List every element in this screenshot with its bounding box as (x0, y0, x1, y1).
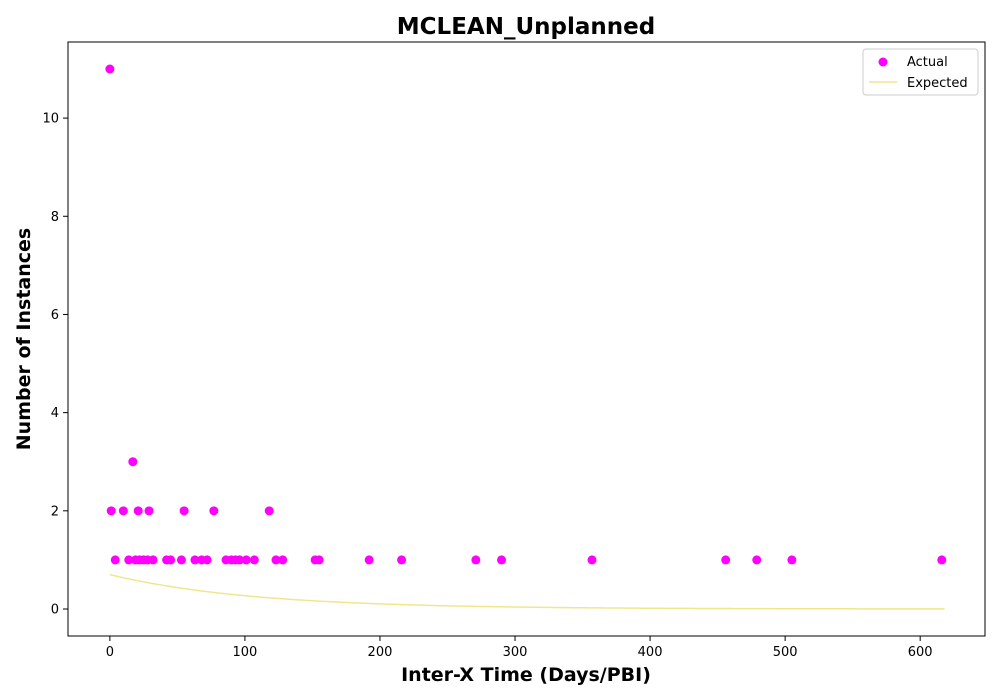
actual-point-5 (128, 457, 138, 467)
actual-point-36 (587, 555, 597, 565)
x-axis: 0 100 200 300 400 500 600 (106, 636, 933, 660)
actual-point-38 (752, 555, 762, 565)
x-axis-label: Inter-X Time (Days/PBI) (401, 664, 651, 686)
expected-line (109, 573, 945, 610)
y-tick-label-8: 8 (51, 210, 59, 225)
legend-actual-marker (878, 57, 888, 67)
x-tick-label-200: 200 (368, 645, 393, 660)
x-tick-label-0: 0 (106, 645, 114, 660)
actual-point-29 (278, 555, 288, 565)
actual-point-32 (364, 555, 374, 565)
actual-point-25 (241, 555, 251, 565)
actual-point-16 (179, 506, 189, 516)
actual-point-37 (721, 555, 731, 565)
actual-point-35 (497, 555, 507, 565)
actual-point-28 (271, 555, 281, 565)
actual-point-19 (202, 555, 212, 565)
actual-point-33 (397, 555, 407, 565)
y-tick-label-6: 6 (51, 308, 59, 323)
actual-point-11 (144, 506, 154, 516)
legend-expected-label: Expected (907, 76, 968, 91)
legend-actual-label: Actual (907, 55, 948, 70)
actual-point-24 (235, 555, 245, 565)
plot-frame (67, 41, 986, 637)
actual-point-27 (264, 506, 274, 516)
actual-point-7 (133, 506, 143, 516)
y-tick-label-10: 10 (42, 112, 59, 127)
actual-point-15 (176, 555, 186, 565)
actual-point-4 (124, 555, 134, 565)
actual-point-14 (166, 555, 176, 565)
y-tick-label-2: 2 (51, 504, 59, 519)
y-axis-label: Number of Instances (13, 228, 35, 450)
actual-point-2 (110, 555, 120, 565)
x-tick-label-300: 300 (503, 645, 528, 660)
actual-point-12 (148, 555, 158, 565)
x-tick-label-100: 100 (233, 645, 258, 660)
y-axis: 0 2 4 6 8 10 (42, 112, 68, 618)
legend: Actual Expected (862, 48, 979, 96)
y-tick-label-4: 4 (51, 406, 59, 421)
x-tick-label-600: 600 (908, 645, 933, 660)
actual-point-0 (105, 64, 115, 74)
actual-point-40 (937, 555, 947, 565)
actual-point-26 (249, 555, 259, 565)
x-tick-label-400: 400 (638, 645, 663, 660)
actual-point-31 (314, 555, 324, 565)
actual-point-34 (471, 555, 481, 565)
actual-point-39 (787, 555, 797, 565)
plot-area (105, 64, 947, 610)
actual-point-17 (190, 555, 200, 565)
y-tick-label-0: 0 (51, 603, 59, 618)
actual-point-3 (118, 506, 128, 516)
chart-title: MCLEAN_Unplanned (397, 14, 655, 40)
x-tick-label-500: 500 (773, 645, 798, 660)
legend-box (862, 48, 979, 96)
actual-point-20 (209, 506, 219, 516)
actual-point-1 (106, 506, 116, 516)
